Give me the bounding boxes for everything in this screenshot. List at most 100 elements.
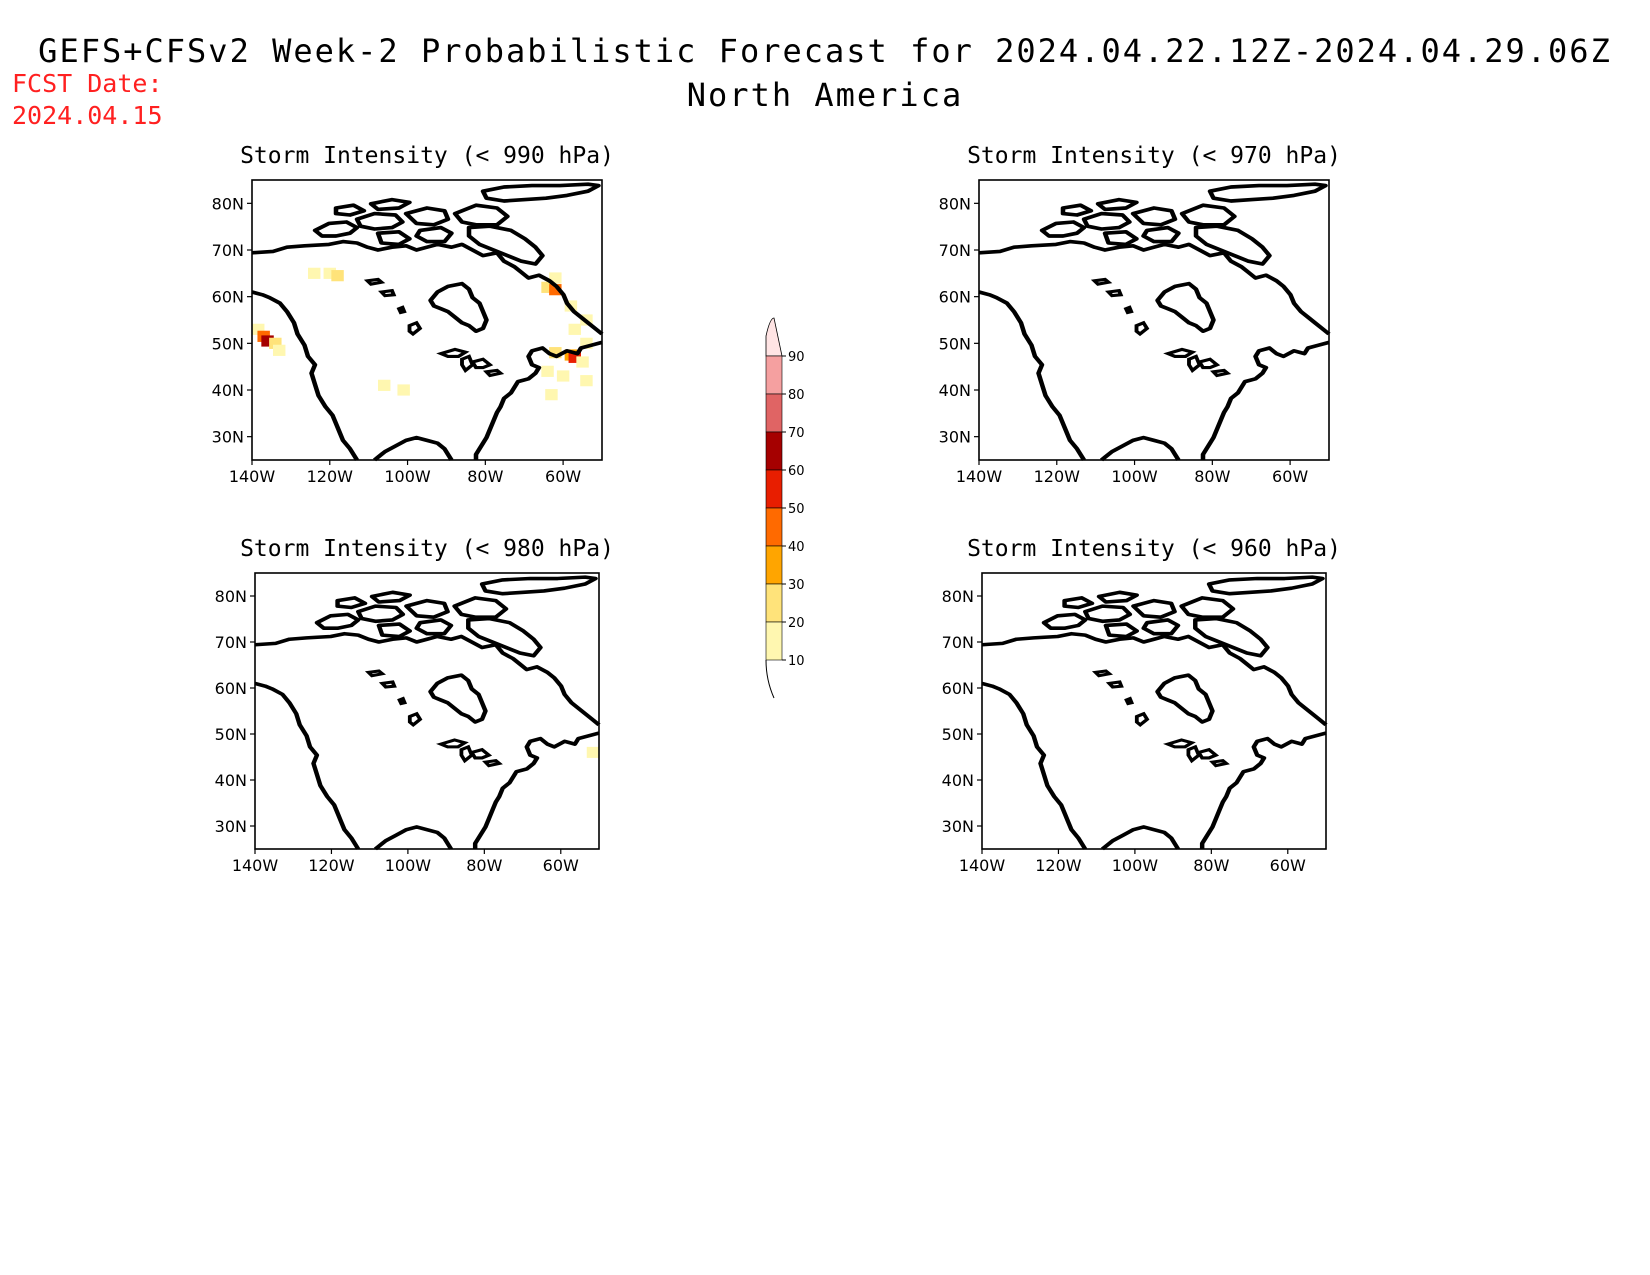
lat-tick-label: 50N <box>215 725 247 744</box>
probability-cell <box>541 365 554 377</box>
colorbar-segment <box>765 507 783 547</box>
map-frame <box>981 572 1327 850</box>
lon-tick-label: 140W <box>229 467 276 486</box>
lon-tick-label: 120W <box>308 856 355 875</box>
lat-tick-label: 30N <box>215 817 247 836</box>
map-frame <box>251 179 603 461</box>
lon-tick-label: 100W <box>384 467 431 486</box>
probability-cell <box>273 344 286 356</box>
coastline-map <box>982 577 1326 849</box>
lat-tick-label: 70N <box>215 633 247 652</box>
probability-cell <box>269 337 282 349</box>
colorbar-label: 30 <box>788 578 805 593</box>
probability-cell <box>549 272 562 284</box>
panel-storm-980: Storm Intensity (< 980 hPa) 80N 70N 60N 50N… <box>215 536 614 875</box>
lat-tick-label: 30N <box>939 428 971 447</box>
lon-tick-label: 60W <box>1272 467 1308 486</box>
coastline-map <box>979 184 1329 460</box>
probability-cell <box>252 323 265 335</box>
lon-tick-label: 60W <box>1270 856 1306 875</box>
colorbar-segment <box>765 355 783 395</box>
lon-tick-label: 120W <box>1034 467 1081 486</box>
lat-tick-label: 60N <box>942 679 974 698</box>
figure-subtitle: North America <box>687 76 963 114</box>
lon-tick-label: 120W <box>307 467 354 486</box>
lat-tick-label: 30N <box>212 428 244 447</box>
probability-cell <box>556 370 570 382</box>
probability-cell <box>549 284 562 296</box>
colorbar-segment <box>765 469 783 509</box>
lat-tick-label: 70N <box>939 241 971 260</box>
fcst-date-value: 2024.04.15 <box>12 101 163 130</box>
lon-tick-label: 100W <box>1112 856 1159 875</box>
lon-tick-label: 140W <box>956 467 1003 486</box>
probability-cell <box>549 347 562 359</box>
colorbar-label: 40 <box>788 540 805 555</box>
lon-tick-label: 80W <box>1194 467 1230 486</box>
colorbar-label: 50 <box>788 502 805 517</box>
probability-cell <box>568 323 581 335</box>
lat-tick-label: 50N <box>212 334 244 353</box>
colorbar-label: 60 <box>788 464 805 479</box>
colorbar-label: 70 <box>788 426 805 441</box>
probability-cell <box>576 356 589 368</box>
lat-tick-label: 60N <box>939 288 971 307</box>
map-frame <box>254 572 600 850</box>
lat-tick-label: 40N <box>942 771 974 790</box>
lat-tick-label: 60N <box>215 679 247 698</box>
colorbar-segment <box>765 621 783 661</box>
probability-cell <box>308 267 321 279</box>
fcst-date-label: FCST Date: <box>12 69 163 98</box>
lat-tick-label: 80N <box>215 587 247 606</box>
colorbar-segment <box>765 431 783 471</box>
probability-cell <box>586 746 599 758</box>
probability-cell <box>331 270 344 282</box>
panel-storm-960: Storm Intensity (< 960 hPa) 80N 70N 60N 50N… <box>942 536 1341 875</box>
colorbar-segment <box>765 545 783 585</box>
colorbar-bottom-extension <box>765 659 775 699</box>
colorbar-top-extension <box>765 317 783 357</box>
lon-tick-label: 100W <box>385 856 432 875</box>
lon-tick-label: 140W <box>959 856 1006 875</box>
figure-title: GEFS+CFSv2 Week-2 Probabilistic Forecast… <box>38 32 1612 70</box>
probability-cell <box>580 375 593 387</box>
lat-tick-label: 30N <box>942 817 974 836</box>
probability-cell <box>545 389 558 401</box>
lon-tick-label: 80W <box>1193 856 1229 875</box>
lat-tick-label: 80N <box>942 587 974 606</box>
lon-tick-label: 60W <box>545 467 581 486</box>
lon-tick-label: 80W <box>466 856 502 875</box>
map-frame <box>978 179 1330 461</box>
panel-title: Storm Intensity (< 980 hPa) <box>240 536 614 562</box>
probability-cell <box>261 335 274 347</box>
probability-cell <box>568 351 581 363</box>
probability-colorbar: 10 20 30 40 50 60 70 80 90 <box>765 317 805 699</box>
lat-tick-label: 40N <box>939 381 971 400</box>
panel-title: Storm Intensity (< 990 hPa) <box>240 143 614 169</box>
colorbar-label: 10 <box>788 654 805 669</box>
lat-tick-label: 70N <box>942 633 974 652</box>
lon-tick-label: 80W <box>467 467 503 486</box>
lat-tick-label: 40N <box>212 381 244 400</box>
lon-tick-label: 120W <box>1035 856 1082 875</box>
lat-tick-label: 50N <box>939 334 971 353</box>
panel-storm-970: Storm Intensity (< 970 hPa) 80N 70N 60N 50N… <box>939 143 1341 486</box>
probability-cell <box>323 267 336 279</box>
lon-tick-label: 60W <box>543 856 579 875</box>
lat-tick-label: 60N <box>212 288 244 307</box>
lat-tick-label: 70N <box>212 241 244 260</box>
lat-tick-label: 40N <box>215 771 247 790</box>
panel-title: Storm Intensity (< 960 hPa) <box>967 536 1341 562</box>
panel-storm-990: Storm Intensity (< 990 hPa) 80N 70N 60N 50N… <box>212 143 614 486</box>
coastline-map <box>252 184 602 460</box>
lat-tick-label: 80N <box>212 194 244 213</box>
colorbar-label: 80 <box>788 388 805 403</box>
colorbar-segment <box>765 583 783 623</box>
lon-tick-label: 140W <box>232 856 279 875</box>
lat-tick-label: 80N <box>939 194 971 213</box>
probability-cell <box>541 281 554 293</box>
lat-tick-label: 50N <box>942 725 974 744</box>
panel-title: Storm Intensity (< 970 hPa) <box>967 143 1341 169</box>
coastline-map <box>255 577 599 849</box>
